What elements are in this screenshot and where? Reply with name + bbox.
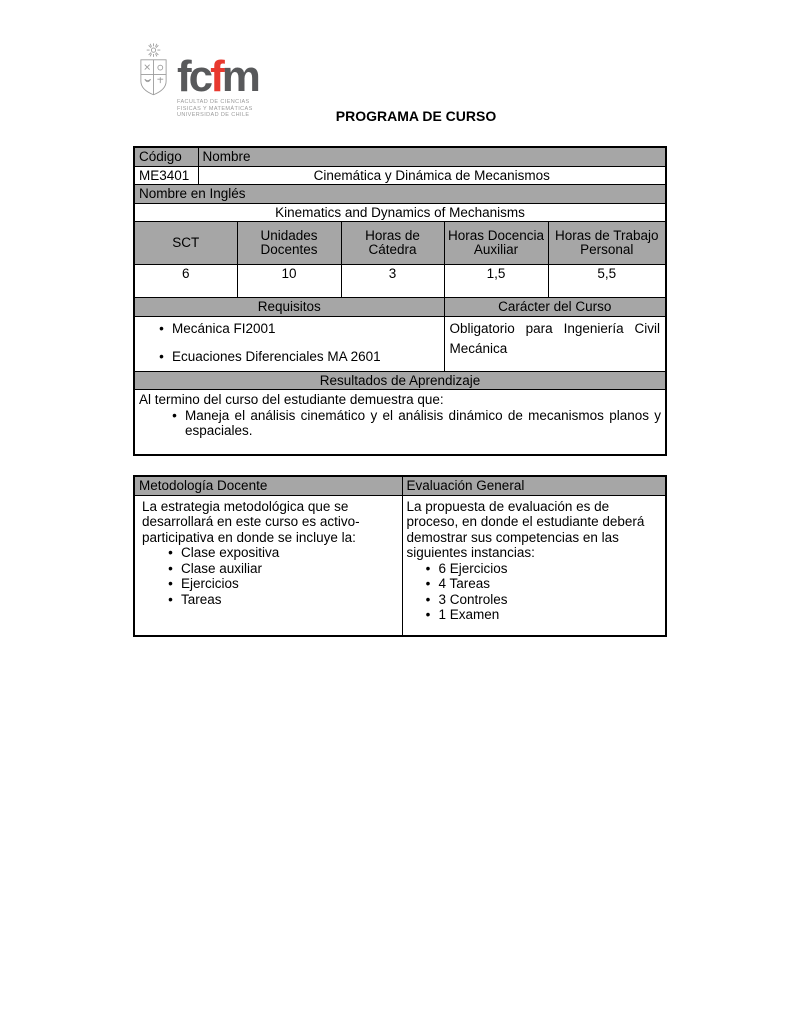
wordmark-f-red: f <box>210 52 225 101</box>
credit-header-catedra: Horas de Cátedra <box>340 221 445 265</box>
bullet-icon: • <box>425 560 431 576</box>
requisito-item: • Ecuaciones Diferenciales MA 2601 <box>139 349 440 365</box>
evaluacion-item: • 3 Controles <box>407 592 656 608</box>
wordmark-fc: fc <box>177 52 213 101</box>
fcfm-wordmark: fcfm <box>177 55 261 99</box>
evaluacion-header: Evaluación General <box>401 475 667 496</box>
evaluacion-cell: La propuesta de evaluación es de proceso… <box>401 494 667 637</box>
metodologia-item: • Clase expositiva <box>139 545 398 561</box>
codigo-header: Código <box>133 146 199 167</box>
caracter-value: Obligatorio para Ingeniería Civil Mecáni… <box>443 315 667 372</box>
credit-header-auxiliar: Horas Docencia Auxiliar <box>443 221 549 265</box>
caption-line: UNIVERSIDAD DE CHILE <box>177 112 250 118</box>
bullet-icon: • <box>425 576 431 591</box>
methodology-evaluation-table: Metodología Docente Evaluación General L… <box>133 475 667 637</box>
credit-header-personal: Horas de Trabajo Personal <box>547 221 667 265</box>
metodologia-header: Metodología Docente <box>133 475 403 496</box>
bullet-icon: • <box>159 349 164 364</box>
credit-header-unidades: Unidades Docentes <box>236 221 342 265</box>
bullet-icon: • <box>168 576 173 591</box>
nombre-ingles-value: Kinematics and Dynamics of Mechanisms <box>133 202 667 222</box>
resultados-cell: Al termino del curso del estudiante demu… <box>133 389 667 455</box>
metodologia-item: • Tareas <box>139 592 398 608</box>
caption-line: FACULTAD DE CIENCIAS <box>177 99 250 105</box>
credit-value-catedra: 3 <box>340 264 445 298</box>
credit-value-unidades: 10 <box>236 264 342 298</box>
evaluacion-item: • 4 Tareas <box>407 576 656 592</box>
bullet-icon: • <box>168 545 173 560</box>
codigo-value: ME3401 <box>133 165 199 185</box>
bullet-icon: • <box>172 407 177 423</box>
bullet-icon: • <box>425 591 431 607</box>
resultado-item: • Maneja el análisis cinemático y el aná… <box>139 408 661 439</box>
caption-line: FISICAS Y MATEMÁTICAS <box>177 105 253 112</box>
credit-value-auxiliar: 1,5 <box>443 264 549 298</box>
page-title: PROGRAMA DE CURSO <box>335 108 497 124</box>
evaluacion-intro: La propuesta de evaluación es de proceso… <box>406 498 645 561</box>
resultados-intro: Al termino del curso del estudiante demu… <box>139 392 444 407</box>
credit-value-sct: 6 <box>133 264 238 298</box>
credit-header-sct: SCT <box>133 221 238 265</box>
nombre-header: Nombre <box>197 146 667 167</box>
course-info-table: Código Nombre ME3401 Cinemática y Dinámi… <box>133 146 668 456</box>
faculty-caption: FACULTAD DE CIENCIAS FISICAS Y MATEMÁTIC… <box>177 99 258 119</box>
nombre-value: Cinemática y Dinámica de Mecanismos <box>197 165 667 185</box>
bullet-icon: • <box>425 607 431 622</box>
bullet-icon: • <box>168 591 173 607</box>
metodologia-intro: La estrategia metodológica que se desarr… <box>142 498 360 545</box>
bullet-icon: • <box>168 560 173 576</box>
logo-text-block: fcfm FACULTAD DE CIENCIAS FISICAS Y MATE… <box>177 42 261 119</box>
resultados-header: Resultados de Aprendizaje <box>133 370 667 390</box>
evaluacion-item: • 1 Examen <box>407 607 656 623</box>
metodologia-item: • Ejercicios <box>139 576 398 592</box>
evaluacion-item: • 6 Ejercicios <box>407 561 656 577</box>
requisitos-cell: • Mecánica FI2001 • Ecuaciones Diferenci… <box>133 315 445 372</box>
bullet-icon: • <box>159 320 164 336</box>
metodologia-cell: La estrategia metodológica que se desarr… <box>133 494 403 637</box>
credit-value-personal: 5,5 <box>547 264 667 298</box>
metodologia-item: • Clase auxiliar <box>139 561 398 577</box>
university-crest-icon <box>140 43 167 96</box>
wordmark-m: m <box>221 52 261 101</box>
requisito-item: • Mecánica FI2001 <box>139 321 440 337</box>
nombre-ingles-header: Nombre en Inglés <box>133 184 667 204</box>
fcfm-logo: fcfm FACULTAD DE CIENCIAS FISICAS Y MATE… <box>137 42 261 119</box>
caracter-header: Carácter del Curso <box>443 297 667 317</box>
requisitos-header: Requisitos <box>133 297 445 317</box>
